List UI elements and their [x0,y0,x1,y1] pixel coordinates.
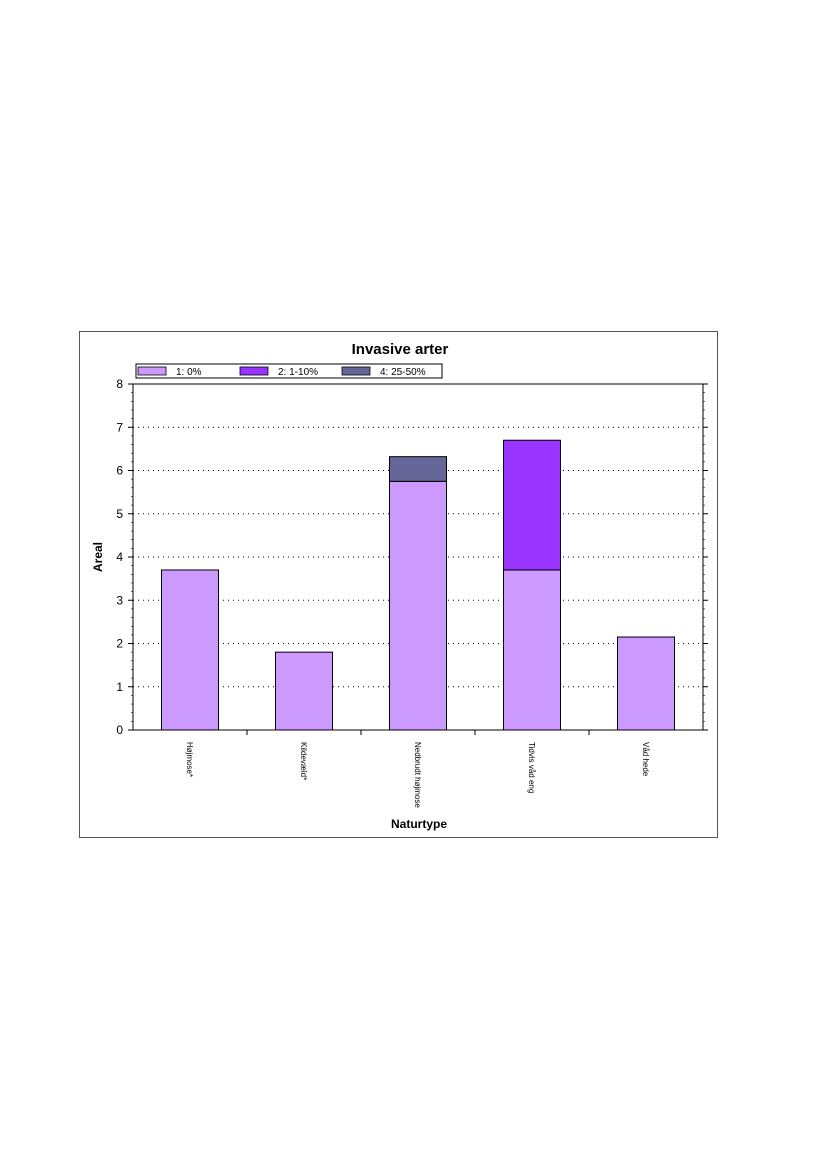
x-tick-label: Kildevæld* [299,742,308,780]
y-tick-label: 5 [116,507,123,521]
legend-swatch [137,366,167,376]
y-tick-label: 7 [116,420,123,434]
y-tick-label: 8 [116,377,123,391]
y-tick-label: 0 [116,723,123,737]
y-tick-labels: 0 1 2 3 4 5 6 7 8 [116,377,123,737]
x-axis-title: Naturtype [391,817,447,831]
axes [128,383,708,735]
plot-area-border [132,383,704,731]
x-tick-label: Højmose* [185,742,194,777]
legend-label: 1: 0% [176,367,202,378]
x-tick-label: Nedbrudt højmose [413,742,422,808]
chart-title: Invasive arter [352,341,449,358]
bar-segment [503,569,561,731]
x-tick-labels: Højmose* Kildevæld* Nedbrudt højmose Tidvis… [185,742,650,808]
y-tick-label: 6 [116,464,123,478]
bar-segment [617,636,675,731]
bar-segment [161,569,219,731]
y-tick-label: 3 [116,593,123,607]
legend-label: 2: 1-10% [278,367,318,378]
bar-segment [389,456,447,482]
y-tick-label: 4 [116,550,123,564]
bar-segment [275,651,333,731]
chart-frame: Invasive arter 1: 0% 2: 1-10% 4: 25-50% 0 1… [79,331,718,838]
y-axis-title: Areal [91,542,105,572]
bar-segment [389,480,447,731]
x-tick-label: Våd hede [641,742,650,777]
y-tick-label: 1 [116,680,123,694]
x-tick-label: Tidvis våd eng [527,742,536,793]
legend-swatch [341,366,371,376]
bar-chart: Invasive arter 1: 0% 2: 1-10% 4: 25-50% 0 1… [91,341,708,831]
bar-segment [503,439,561,571]
y-tick-label: 2 [116,637,123,651]
legend: 1: 0% 2: 1-10% 4: 25-50% [135,363,443,379]
legend-swatch [239,366,269,376]
legend-label: 4: 25-50% [380,367,426,378]
